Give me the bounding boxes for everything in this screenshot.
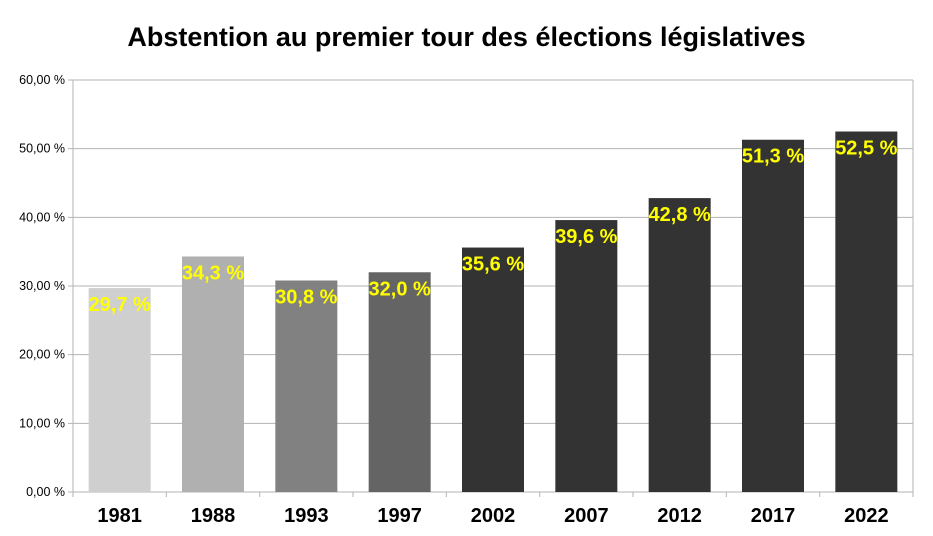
y-tick-label: 0,00 % (26, 485, 65, 499)
data-label: 29,7 % (89, 294, 151, 316)
data-labels: 29,7 % 34,3 % 30,8 % 32,0 % 35,6 % 39,6 % 42,8… (89, 138, 898, 317)
bar (835, 131, 898, 492)
x-tick-label: 2012 (657, 505, 702, 527)
data-label: 51,3 % (742, 146, 804, 168)
y-axis-ticks: 0,00 % 10,00 % 20,00 % 30,00 % 40,00 % 50,00 … (19, 73, 65, 499)
y-tick-label: 10,00 % (19, 416, 65, 430)
bar (742, 139, 804, 493)
bar (555, 220, 618, 492)
y-tick-label: 50,00 % (19, 142, 65, 156)
x-tick-label: 1988 (191, 505, 236, 527)
data-label: 42,8 % (649, 204, 711, 226)
chart-title: Abstention au premier tour des élections… (127, 22, 806, 52)
x-tick-label: 2017 (751, 505, 796, 527)
bar (275, 280, 338, 492)
bars (88, 131, 898, 493)
x-tick-label: 2022 (844, 505, 889, 527)
bar (368, 272, 431, 492)
data-label: 30,8 % (275, 287, 337, 309)
bar (182, 256, 244, 492)
x-axis-ticks: 1981 1988 1993 1997 2002 2007 2012 2017 2022 (97, 505, 888, 527)
x-tick-label: 1981 (97, 505, 142, 527)
bar (648, 198, 711, 492)
x-tick-label: 2007 (564, 505, 609, 527)
x-tick-label: 2002 (471, 505, 516, 527)
bar (88, 288, 151, 492)
data-label: 32,0 % (369, 278, 431, 300)
y-tick-label: 30,00 % (19, 279, 65, 293)
data-label: 39,6 % (555, 226, 617, 248)
data-label: 34,3 % (182, 262, 244, 284)
y-tick-label: 60,00 % (19, 73, 65, 87)
data-label: 52,5 % (835, 138, 897, 160)
data-label: 35,6 % (462, 254, 524, 276)
bar (462, 247, 524, 492)
y-tick-label: 40,00 % (19, 210, 65, 224)
x-tick-label: 1997 (377, 505, 422, 527)
y-tick-label: 20,00 % (19, 348, 65, 362)
x-tick-label: 1993 (284, 505, 329, 527)
